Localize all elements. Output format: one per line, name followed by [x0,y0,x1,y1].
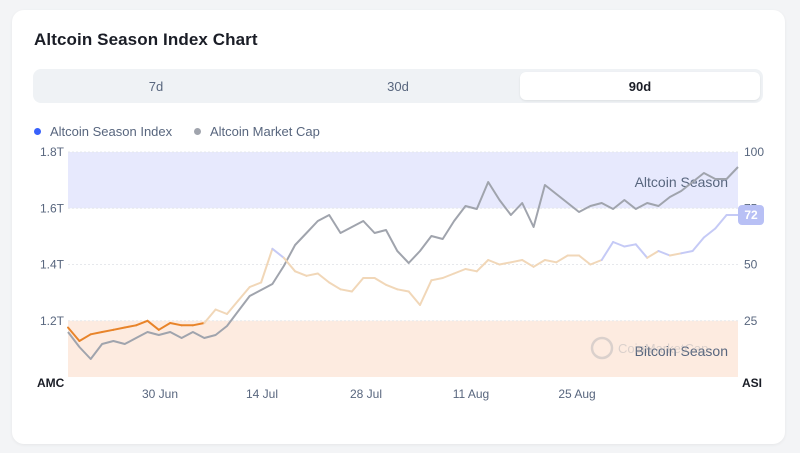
index-line-segment [430,277,444,282]
index-line-segment [226,299,240,315]
bitcoin-season-label: Bitcoin Season [635,343,728,359]
index-line-segment [157,322,172,331]
index-line-segment [668,252,683,257]
index-line-segment [135,319,149,327]
index-line-segment [385,283,399,291]
index-line-segment [555,254,569,264]
index-line-segment [464,268,478,273]
index-line-segment [203,308,217,324]
index-line-segment [350,277,365,293]
index-line-segment [305,272,319,277]
index-line-segment [67,326,81,342]
index-line-segment [112,326,126,331]
index-line-segment [623,243,637,248]
timeframe-tabs: 7d 30d 90d [33,69,763,103]
tab-30d[interactable]: 30d [387,78,409,94]
index-line-segment [237,286,251,302]
x-axis-tick: 28 Jul [350,387,382,401]
index-line-segment [475,259,490,273]
index-line-segment [373,277,387,286]
right-axis-tick: 50 [744,258,758,272]
index-line-segment [543,259,558,264]
index-line-segment [316,272,331,284]
index-line-segment [407,290,421,306]
left-axis-tick: 1.4T [40,258,65,272]
index-line-segment [657,250,671,257]
index-line-segment [260,247,274,284]
legend-item-market-cap[interactable]: Altcoin Market Cap [194,124,320,139]
legend-item-index[interactable]: Altcoin Season Index [34,124,172,139]
x-axis-tick: 25 Aug [558,387,595,401]
legend-label-market-cap: Altcoin Market Cap [210,124,320,139]
index-line-segment [646,250,660,259]
index-line-segment [419,279,433,306]
right-axis-label: ASI [742,376,762,390]
index-line-segment [248,281,263,288]
watermark-logo-icon [590,336,614,360]
index-line-segment [169,322,183,327]
legend-dot-market-cap [194,128,201,135]
chart-title: Altcoin Season Index Chart [34,30,258,49]
index-line-segment [328,281,342,291]
index-line-segment [521,259,535,268]
left-axis-tick: 1.6T [40,201,65,215]
index-line-segment [214,308,228,315]
index-line-segment [487,259,501,266]
index-line-segment [78,333,92,342]
index-line-segment [101,328,115,333]
index-line-segment [702,227,717,239]
watermark-text: CoinMarketCap [618,341,708,356]
index-line-segment [589,259,603,266]
x-axis-tick: 30 Jun [142,387,178,401]
market-cap-line [67,166,739,360]
index-line-segment [271,247,285,259]
legend-label-index: Altcoin Season Index [50,124,173,139]
index-line-segment [441,272,456,279]
x-axis-tick: 11 Aug [453,387,489,401]
index-line-segment [191,322,206,327]
index-line-segment [396,288,410,293]
left-axis-tick: 1.2T [40,314,65,328]
index-line-segment [578,254,592,266]
index-line-segment [123,324,138,329]
tab-7d[interactable]: 7d [148,78,164,94]
index-line-segment [146,319,160,331]
current-value-badge [738,205,764,225]
index-line-segment [294,270,308,277]
left-axis-label: AMC [37,376,65,390]
index-line-segment [453,268,467,275]
index-line-segment [509,259,524,264]
altcoin-season-label: Altcoin Season [635,174,728,190]
index-line-segment [691,236,705,252]
index-line-segment [714,214,728,230]
index-line-segment [612,241,626,248]
index-line-segment [89,331,104,336]
index-line-segment [634,243,649,259]
watermark: CoinMarketCap [590,336,708,360]
altcoin-season-band [68,152,738,209]
legend-dot-index [34,128,41,135]
tab-90d[interactable]: 90d [520,72,760,100]
index-line-segment [339,288,353,293]
right-axis-tick: 100 [744,145,764,159]
index-line-segment [680,250,694,255]
x-axis-tick: 14 Jul [246,387,278,401]
bitcoin-season-band [68,320,738,377]
current-value-text: 72 [744,208,758,222]
index-line-segment [282,256,297,273]
index-line-segment [498,261,512,266]
right-axis-tick: 25 [744,314,758,328]
left-axis-tick: 1.8T [40,145,65,159]
index-line-segment [532,259,546,268]
index-line-segment [600,241,615,261]
